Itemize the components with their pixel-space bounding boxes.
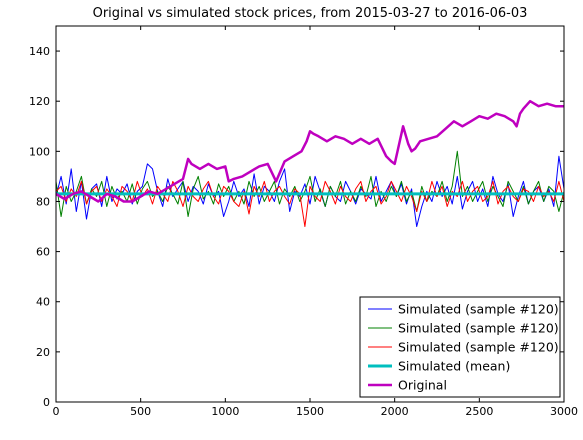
y-tick-label: 40 xyxy=(36,296,50,309)
x-tick-label: 0 xyxy=(53,405,60,418)
y-tick-label: 80 xyxy=(36,195,50,208)
x-tick-label: 2000 xyxy=(381,405,409,418)
series-lines xyxy=(56,101,564,226)
legend: Simulated (sample #120) Simulated (sample… xyxy=(360,297,560,397)
legend-label: Simulated (mean) xyxy=(398,359,510,374)
y-tick-label: 140 xyxy=(29,45,50,58)
legend-label: Original xyxy=(398,378,447,393)
legend-label: Simulated (sample #120) xyxy=(398,302,559,317)
x-tick-label: 500 xyxy=(130,405,151,418)
legend-label: Simulated (sample #120) xyxy=(398,340,559,355)
chart-title: Original vs simulated stock prices, from… xyxy=(93,6,528,21)
y-tick-label: 60 xyxy=(36,246,50,259)
x-tick-label: 3000 xyxy=(550,405,578,418)
x-tick-label: 2500 xyxy=(465,405,493,418)
series-line-1 xyxy=(56,156,564,226)
y-tick-label: 100 xyxy=(29,145,50,158)
y-tick-label: 120 xyxy=(29,95,50,108)
x-tick-label: 1500 xyxy=(296,405,324,418)
y-tick-label: 20 xyxy=(36,346,50,359)
x-tick-label: 1000 xyxy=(211,405,239,418)
y-tick-label: 0 xyxy=(43,396,50,409)
legend-label: Simulated (sample #120) xyxy=(398,321,559,336)
